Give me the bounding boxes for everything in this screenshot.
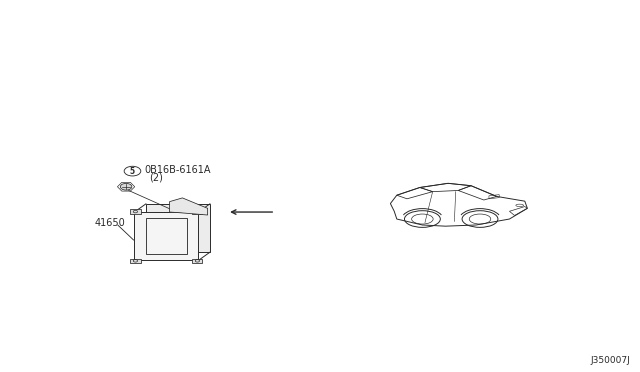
Text: 5: 5 bbox=[130, 167, 135, 176]
Circle shape bbox=[120, 183, 132, 190]
Polygon shape bbox=[170, 198, 207, 215]
Polygon shape bbox=[134, 212, 198, 260]
Text: 41650: 41650 bbox=[95, 218, 125, 228]
Polygon shape bbox=[131, 259, 141, 263]
Polygon shape bbox=[192, 259, 202, 263]
Text: 0B16B-6161A: 0B16B-6161A bbox=[144, 165, 211, 174]
Polygon shape bbox=[146, 204, 210, 252]
Text: (2): (2) bbox=[149, 172, 163, 182]
Text: J350007J: J350007J bbox=[591, 356, 630, 365]
Polygon shape bbox=[131, 209, 141, 214]
Polygon shape bbox=[192, 209, 202, 214]
